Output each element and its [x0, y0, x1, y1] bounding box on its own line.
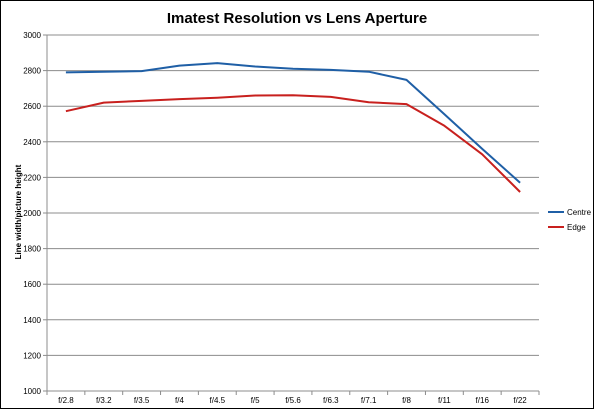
- gridlines: [43, 34, 539, 392]
- x-tick-label: f/3.5: [134, 396, 150, 405]
- axes: [46, 35, 540, 395]
- x-tick-label: f/2.8: [58, 396, 74, 405]
- x-tick-label: f/22: [513, 396, 527, 405]
- y-tick-label: 2600: [23, 102, 41, 111]
- y-tick-label: 1600: [23, 280, 41, 289]
- y-tick-label: 1800: [23, 245, 41, 254]
- x-tick-label: f/5.6: [285, 396, 301, 405]
- x-tick-label: f/5: [251, 396, 260, 405]
- y-tick-label: 3000: [23, 31, 41, 40]
- series-lines: [65, 62, 521, 193]
- x-tick-labels: f/2.8 f/3.2 f/3.5 f/4 f/4.5 f/5 f/5.6 f/6.3 f/7.…: [58, 396, 527, 405]
- y-tick-label: 2400: [23, 138, 41, 147]
- x-tick-label: f/8: [402, 396, 411, 405]
- x-tick-label: f/6.3: [323, 396, 339, 405]
- x-tick-label: f/3.2: [96, 396, 112, 405]
- series-line-edge: [65, 94, 521, 193]
- series-line-centre: [65, 62, 521, 184]
- x-tick-label: f/4.5: [210, 396, 226, 405]
- legend-label-edge: Edge: [567, 223, 586, 232]
- legend-label-centre: Centre: [567, 208, 592, 217]
- y-tick-label: 2000: [23, 209, 41, 218]
- y-tick-labels: 1000 1200 1400 1600 1800 2000 2200 2400 2600 2800…: [23, 31, 41, 396]
- y-tick-label: 1200: [23, 351, 41, 360]
- x-tick-label: f/7.1: [361, 396, 377, 405]
- y-tick-label: 2200: [23, 173, 41, 182]
- y-tick-label: 1000: [23, 387, 41, 396]
- x-tick-label: f/11: [438, 396, 451, 405]
- x-tick-label: f/16: [476, 396, 490, 405]
- y-axis-label: Line width/picture height: [14, 164, 23, 259]
- chart-title: Imatest Resolution vs Lens Aperture: [167, 10, 427, 27]
- x-tick-label: f/4: [175, 396, 184, 405]
- legend: Centre Edge: [548, 208, 592, 232]
- y-tick-label: 1400: [23, 316, 41, 325]
- y-tick-label: 2800: [23, 67, 41, 76]
